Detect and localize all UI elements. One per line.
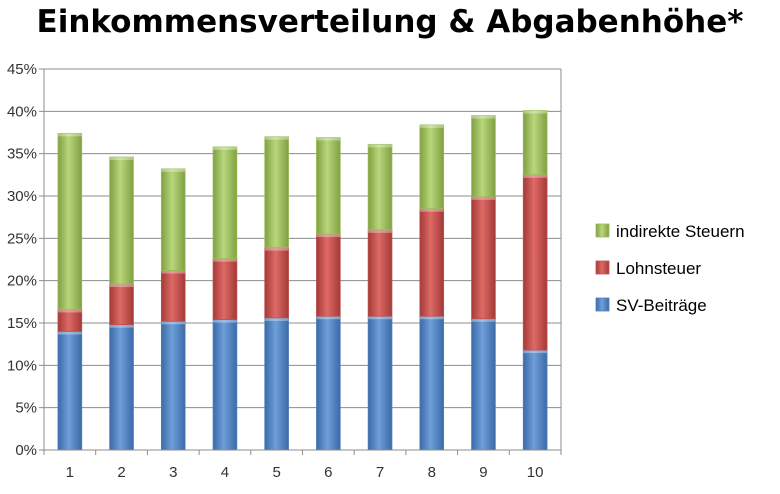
bar-segment-cap [57,331,82,335]
bar-segment-cap [523,174,548,178]
bar-segment [160,270,186,322]
bar-segment-cap [264,247,289,251]
y-tick-label: 0% [15,442,37,459]
bar-segment-cap [109,157,134,161]
bar-segment [212,258,238,321]
chart-title: Einkommensverteilung & Abgabenhöhe* [36,4,744,40]
bar-segment-cap [368,229,392,233]
bar-segment [264,317,289,451]
bar-segment [367,315,393,451]
bar-segment [522,174,548,351]
bar-segment [109,324,134,451]
bar-segment-cap [161,168,186,172]
x-tick-label: 4 [221,464,229,481]
x-tick-label: 6 [324,464,332,481]
x-tick-label: 8 [428,464,436,481]
bar-segment [471,196,496,320]
bar-segment-cap [264,317,289,321]
y-tick-label: 25% [7,230,37,247]
bar-segment [316,137,341,235]
bar-segment-cap [264,136,289,140]
bar-segment-cap [109,284,134,288]
x-tick-label: 7 [376,464,384,481]
bar-segment [419,315,445,451]
bar-segment [57,309,83,332]
bar-segment [316,233,341,317]
bar-segment-cap [161,270,186,274]
bar-segment-cap [57,133,82,137]
bar-segment-cap [316,137,341,141]
bar-segment [264,247,289,319]
bar-segment-cap [419,124,444,128]
bar-segment [522,349,548,451]
y-tick-label: 45% [7,61,37,78]
legend-swatch [595,260,610,275]
bar-segment-cap [161,321,186,325]
bar-segment [522,110,548,176]
bar-segment-cap [213,146,237,150]
x-tick-label: 10 [527,464,544,481]
bar-segment [367,143,393,231]
bar-segment [316,315,341,451]
axes: 0% 5% 10% 15% 20% 25% 30% 35% 40% 45% 1 2 3 4 5 6 7 8 9 10 [7,61,562,481]
bar-segment-cap [109,324,134,328]
bar-segment-cap [471,196,496,200]
bar-segment-cap [368,144,392,148]
bar-segment-cap [471,115,496,119]
bar-segment [109,156,134,285]
bar-segment [57,132,83,310]
x-tick-label: 9 [479,464,487,481]
legend-label: indirekte Steuern [616,222,745,241]
legend-swatch [595,297,610,312]
bar-segment-cap [419,316,444,320]
bar-segment [471,318,496,451]
bar-segment [419,208,445,317]
bar-segment [471,115,496,198]
x-tick-label: 2 [117,464,125,481]
bar-segment [264,136,289,249]
y-tick-label: 40% [7,103,37,120]
bars [57,110,548,451]
bar-segment [212,319,238,451]
bar-segment-cap [471,318,496,322]
y-tick-label: 15% [7,315,37,332]
bar-segment [212,146,238,260]
x-tick-label: 3 [169,464,177,481]
bar-segment [419,124,445,210]
y-tick-label: 30% [7,188,37,205]
y-tick-label: 10% [7,357,37,374]
legend-label: Lohnsteuer [616,259,701,278]
x-tick-label: 5 [272,464,280,481]
legend: indirekte Steuern Lohnsteuer SV-Beiträge [595,222,745,315]
legend-label: SV-Beiträge [616,296,707,315]
bar-segment-cap [523,350,548,354]
y-tick-label: 20% [7,273,37,290]
bar-segment-cap [57,309,82,313]
y-tick-label: 5% [15,400,37,417]
bar-segment [57,331,83,451]
bar-segment [160,320,186,451]
x-tick-label: 1 [66,464,74,481]
legend-swatch [595,223,610,238]
bar-segment-cap [419,208,444,212]
bar-segment-cap [316,234,341,238]
bar-segment-cap [213,258,237,262]
bar-segment-cap [213,319,237,323]
bar-segment-cap [316,316,341,320]
bar-segment-cap [523,110,548,114]
bar-segment [160,168,186,271]
y-tick-label: 35% [7,146,37,163]
bar-segment [109,283,134,326]
bar-segment [367,229,393,317]
bar-segment-cap [368,316,392,320]
